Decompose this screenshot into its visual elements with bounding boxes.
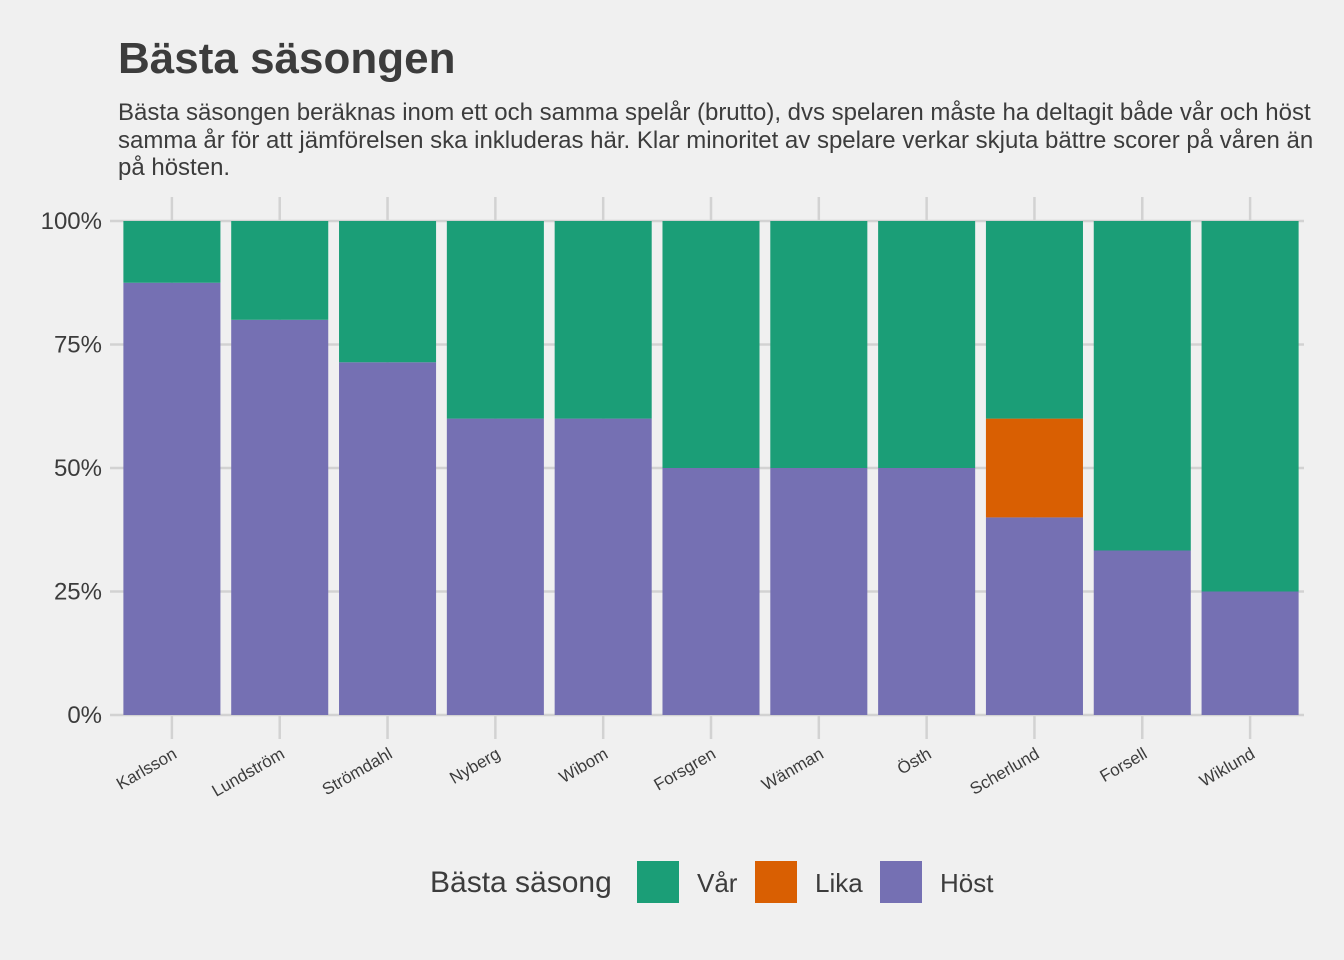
- legend-swatch-host: [880, 861, 922, 903]
- y-tick-label: 100%: [41, 208, 102, 235]
- x-tick-label: Lundström: [209, 744, 288, 801]
- bar-host-7: [878, 468, 976, 715]
- bar-host-4: [554, 418, 652, 715]
- bar-host-9: [1093, 550, 1191, 715]
- bar-var-0: [123, 221, 221, 283]
- chart-title: Bästa säsongen: [118, 34, 456, 83]
- bar-host-6: [770, 468, 868, 715]
- bar-host-3: [446, 418, 544, 715]
- bar-host-8: [985, 517, 1083, 715]
- bar-var-2: [339, 221, 437, 363]
- bar-var-7: [878, 221, 976, 468]
- y-tick-label: 75%: [54, 332, 102, 359]
- x-tick-label: Scherlund: [967, 744, 1043, 799]
- y-tick-label: 25%: [54, 579, 102, 606]
- bar-host-0: [123, 282, 221, 715]
- legend-label-host: Höst: [940, 868, 994, 898]
- x-tick-label: Wänman: [758, 744, 826, 794]
- x-tick-label: Wibom: [556, 744, 611, 787]
- x-tick-label: Karlsson: [113, 744, 180, 794]
- legend-swatch-var: [637, 861, 679, 903]
- y-tick-label: 0%: [67, 702, 102, 729]
- bar-var-6: [770, 221, 868, 468]
- stacked-bar-chart: 0% 25% 50% 75% 100% Karlsson Lundström Strömdah…: [41, 197, 1304, 801]
- x-tick-label: Forsgren: [651, 744, 719, 794]
- bar-var-4: [554, 221, 652, 419]
- x-tick-label: Nyberg: [446, 744, 503, 788]
- x-tick-label: Östh: [894, 744, 935, 778]
- bar-var-1: [231, 221, 329, 320]
- legend: Bästa säsong Vår Lika Höst: [0, 860, 1344, 904]
- legend-swatch-lika: [755, 861, 797, 903]
- y-tick-label: 50%: [54, 455, 102, 482]
- bar-host-1: [231, 319, 329, 715]
- bar-lika-8: [985, 418, 1083, 518]
- bar-var-3: [446, 221, 544, 419]
- bar-layer: [123, 221, 1299, 715]
- bar-host-5: [662, 468, 760, 715]
- x-tick-label: Forsell: [1097, 744, 1151, 786]
- bar-host-10: [1201, 591, 1299, 715]
- legend-label-lika: Lika: [815, 868, 863, 898]
- x-tick-label: Wiklund: [1196, 744, 1258, 791]
- bar-var-8: [985, 221, 1083, 419]
- legend-title: Bästa säsong: [430, 866, 612, 899]
- legend-label-var: Vår: [697, 868, 738, 898]
- chart-subtitle: Bästa säsongen beräknas inom ett och sam…: [118, 99, 1314, 181]
- bar-var-10: [1201, 221, 1299, 592]
- bar-var-5: [662, 221, 760, 468]
- x-tick-label: Strömdahl: [319, 744, 396, 799]
- bar-host-2: [339, 362, 437, 715]
- bar-var-9: [1093, 221, 1191, 551]
